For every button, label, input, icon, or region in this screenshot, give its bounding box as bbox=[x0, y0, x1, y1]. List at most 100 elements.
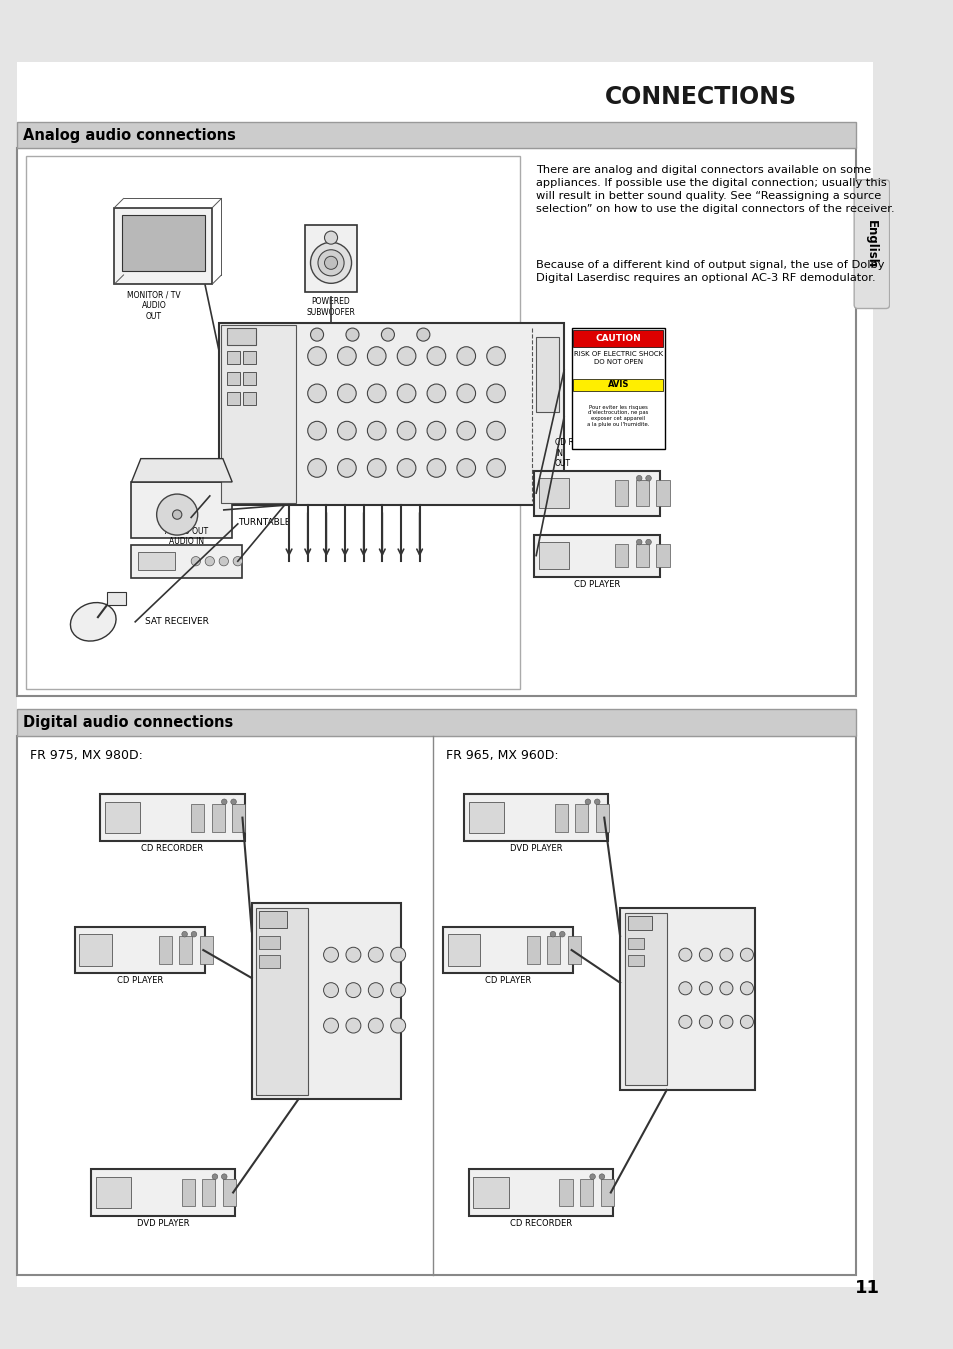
Text: POWERED
SUBWOOFER: POWERED SUBWOOFER bbox=[306, 297, 355, 317]
Circle shape bbox=[486, 459, 505, 478]
Bar bbox=[26, 155, 519, 689]
Text: SAT RECEIVER: SAT RECEIVER bbox=[145, 618, 208, 626]
Circle shape bbox=[367, 384, 386, 403]
Circle shape bbox=[720, 982, 732, 994]
Bar bbox=[571, 328, 664, 449]
Bar bbox=[227, 351, 239, 364]
Text: CD RECORDER: CD RECORDER bbox=[141, 843, 203, 853]
Bar bbox=[534, 534, 659, 576]
Bar bbox=[182, 1179, 194, 1206]
Circle shape bbox=[589, 1174, 595, 1179]
Text: DVD PLAYER: DVD PLAYER bbox=[137, 1218, 190, 1228]
Circle shape bbox=[636, 475, 641, 482]
Bar bbox=[131, 545, 242, 577]
Circle shape bbox=[323, 982, 338, 998]
Circle shape bbox=[679, 982, 691, 994]
Circle shape bbox=[396, 384, 416, 403]
Text: CD RECORDER
IN
OUT: CD RECORDER IN OUT bbox=[555, 438, 610, 468]
Bar bbox=[219, 324, 563, 506]
Circle shape bbox=[699, 948, 712, 962]
Bar bbox=[95, 1176, 131, 1209]
Bar bbox=[615, 480, 628, 506]
Circle shape bbox=[720, 948, 732, 962]
Circle shape bbox=[636, 540, 641, 545]
Bar bbox=[619, 908, 755, 1090]
Circle shape bbox=[456, 347, 475, 366]
Bar bbox=[227, 372, 239, 384]
Circle shape bbox=[584, 799, 590, 804]
Bar bbox=[627, 938, 643, 950]
Circle shape bbox=[486, 421, 505, 440]
Circle shape bbox=[720, 1016, 732, 1028]
Bar bbox=[259, 936, 279, 950]
Bar bbox=[526, 936, 539, 965]
Circle shape bbox=[219, 557, 228, 565]
Circle shape bbox=[310, 243, 351, 283]
Text: VCR
AUDIO OUT
AUDIO IN: VCR AUDIO OUT AUDIO IN bbox=[165, 517, 208, 546]
Circle shape bbox=[427, 384, 445, 403]
Text: 11: 11 bbox=[854, 1279, 879, 1296]
Bar bbox=[615, 544, 628, 568]
Circle shape bbox=[456, 384, 475, 403]
Bar bbox=[227, 328, 256, 345]
Circle shape bbox=[367, 347, 386, 366]
Bar bbox=[232, 804, 245, 831]
Bar bbox=[74, 927, 205, 974]
Bar bbox=[537, 542, 569, 569]
Circle shape bbox=[740, 948, 753, 962]
Circle shape bbox=[550, 931, 556, 938]
Bar bbox=[547, 936, 559, 965]
Bar bbox=[132, 482, 232, 538]
Circle shape bbox=[486, 384, 505, 403]
Bar bbox=[105, 801, 140, 834]
Bar bbox=[17, 735, 855, 1275]
Circle shape bbox=[346, 328, 358, 341]
Ellipse shape bbox=[71, 603, 116, 641]
Bar bbox=[573, 331, 662, 347]
Text: CD PLAYER: CD PLAYER bbox=[573, 580, 619, 590]
Circle shape bbox=[156, 494, 197, 536]
Circle shape bbox=[308, 347, 326, 366]
Bar bbox=[243, 393, 256, 406]
Circle shape bbox=[594, 799, 599, 804]
Bar bbox=[17, 148, 855, 696]
Bar bbox=[596, 804, 608, 831]
Bar bbox=[627, 955, 643, 966]
Text: CD RECORDER: CD RECORDER bbox=[509, 1218, 571, 1228]
Text: CD PLAYER: CD PLAYER bbox=[484, 977, 531, 985]
Circle shape bbox=[740, 1016, 753, 1028]
Circle shape bbox=[337, 459, 355, 478]
Text: English: English bbox=[864, 220, 878, 268]
Circle shape bbox=[740, 982, 753, 994]
Circle shape bbox=[368, 1018, 383, 1033]
Circle shape bbox=[456, 421, 475, 440]
Circle shape bbox=[308, 421, 326, 440]
Circle shape bbox=[310, 328, 323, 341]
Bar bbox=[243, 372, 256, 384]
Bar bbox=[259, 955, 279, 967]
Bar bbox=[100, 795, 245, 840]
Text: Digital audio connections: Digital audio connections bbox=[23, 715, 233, 730]
Text: AVIS: AVIS bbox=[607, 380, 628, 390]
Polygon shape bbox=[132, 459, 232, 482]
Bar bbox=[158, 936, 172, 965]
Bar bbox=[179, 936, 192, 965]
Circle shape bbox=[699, 982, 712, 994]
Bar bbox=[305, 224, 356, 291]
Bar bbox=[114, 208, 212, 285]
Circle shape bbox=[324, 231, 337, 244]
Text: CAUTION: CAUTION bbox=[595, 333, 640, 343]
Circle shape bbox=[221, 1174, 227, 1179]
Bar bbox=[199, 936, 213, 965]
Circle shape bbox=[645, 475, 651, 482]
Circle shape bbox=[317, 250, 344, 275]
Circle shape bbox=[486, 347, 505, 366]
Text: FR 975, MX 980D:: FR 975, MX 980D: bbox=[30, 749, 143, 762]
Text: There are analog and digital connectors available on some
appliances. If possibl: There are analog and digital connectors … bbox=[536, 165, 894, 214]
Bar bbox=[468, 801, 503, 834]
Circle shape bbox=[212, 1174, 217, 1179]
Circle shape bbox=[323, 947, 338, 962]
Circle shape bbox=[205, 557, 214, 565]
Text: CONNECTIONS: CONNECTIONS bbox=[604, 85, 797, 109]
Circle shape bbox=[381, 328, 394, 341]
